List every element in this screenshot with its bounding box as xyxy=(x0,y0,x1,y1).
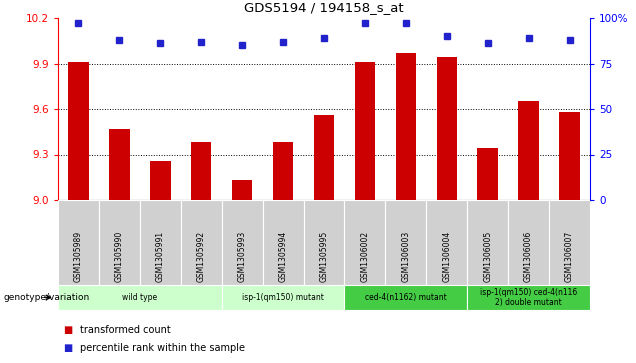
Bar xyxy=(314,115,335,200)
Bar xyxy=(273,142,293,200)
Bar xyxy=(222,285,345,310)
Text: isp-1(qm150) ced-4(n116
2) double mutant: isp-1(qm150) ced-4(n116 2) double mutant xyxy=(480,288,577,307)
Bar xyxy=(68,62,88,200)
Bar xyxy=(436,57,457,200)
Text: ■: ■ xyxy=(64,343,73,353)
Bar xyxy=(58,285,222,310)
Title: GDS5194 / 194158_s_at: GDS5194 / 194158_s_at xyxy=(244,1,404,14)
Text: ■: ■ xyxy=(64,325,73,335)
Bar xyxy=(426,200,467,285)
Bar xyxy=(345,200,385,285)
Text: GSM1305989: GSM1305989 xyxy=(74,231,83,282)
Bar xyxy=(99,200,140,285)
Text: GSM1305993: GSM1305993 xyxy=(238,231,247,282)
Bar xyxy=(549,200,590,285)
Bar xyxy=(355,62,375,200)
Bar xyxy=(559,112,580,200)
Text: GSM1305994: GSM1305994 xyxy=(279,231,287,282)
Bar xyxy=(263,200,303,285)
Bar xyxy=(303,200,345,285)
Bar xyxy=(181,200,222,285)
Bar xyxy=(467,285,590,310)
Text: percentile rank within the sample: percentile rank within the sample xyxy=(80,343,244,353)
Text: ced-4(n1162) mutant: ced-4(n1162) mutant xyxy=(365,293,446,302)
Text: GSM1305991: GSM1305991 xyxy=(156,231,165,282)
Text: transformed count: transformed count xyxy=(80,325,170,335)
Text: GSM1306003: GSM1306003 xyxy=(401,231,410,282)
Bar xyxy=(232,180,252,200)
Text: GSM1305992: GSM1305992 xyxy=(197,231,205,282)
Text: genotype/variation: genotype/variation xyxy=(3,293,90,302)
Text: GSM1306002: GSM1306002 xyxy=(361,231,370,282)
Text: GSM1305990: GSM1305990 xyxy=(115,231,124,282)
Text: GSM1306005: GSM1306005 xyxy=(483,231,492,282)
Text: isp-1(qm150) mutant: isp-1(qm150) mutant xyxy=(242,293,324,302)
Text: wild type: wild type xyxy=(122,293,157,302)
Bar xyxy=(150,160,170,200)
Bar xyxy=(508,200,549,285)
Bar xyxy=(222,200,263,285)
Text: GSM1305995: GSM1305995 xyxy=(319,231,329,282)
Bar xyxy=(345,285,467,310)
Bar xyxy=(191,142,211,200)
Bar xyxy=(467,200,508,285)
Bar xyxy=(140,200,181,285)
Bar xyxy=(385,200,426,285)
Bar xyxy=(518,101,539,200)
Bar xyxy=(396,53,416,200)
Text: GSM1306007: GSM1306007 xyxy=(565,231,574,282)
Bar xyxy=(109,129,130,200)
Bar xyxy=(478,148,498,200)
Bar xyxy=(58,200,99,285)
Text: GSM1306004: GSM1306004 xyxy=(442,231,452,282)
Text: GSM1306006: GSM1306006 xyxy=(524,231,533,282)
